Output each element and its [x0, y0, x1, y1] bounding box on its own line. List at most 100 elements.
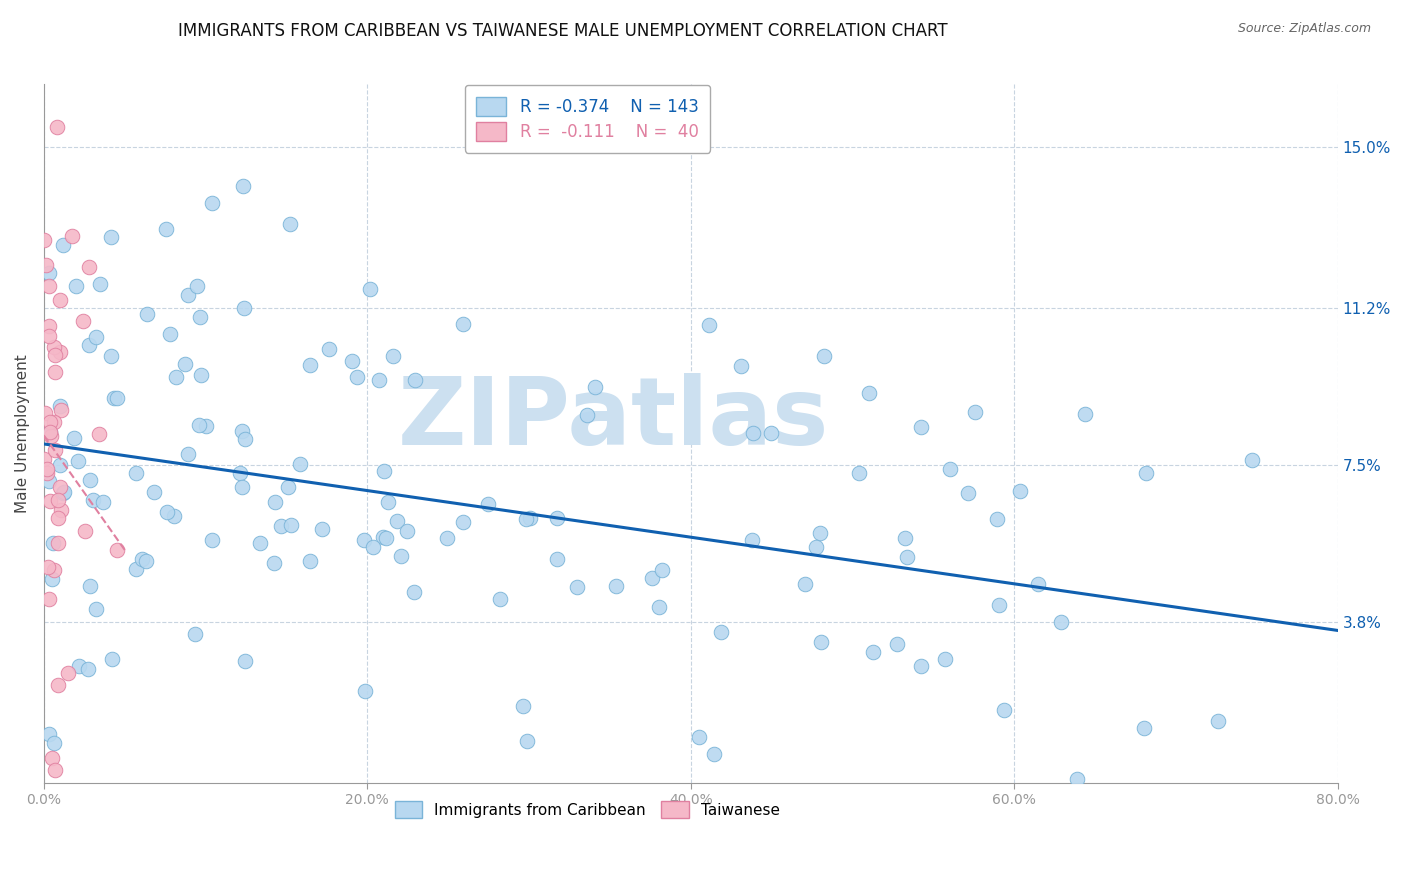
Point	[353, 533, 375, 548]
Point	[155, 222, 177, 236]
Point	[515, 512, 537, 526]
Point	[710, 624, 733, 639]
Point	[1050, 615, 1073, 630]
Point	[249, 536, 271, 550]
Point	[49, 502, 72, 516]
Point	[100, 349, 122, 363]
Point	[232, 178, 254, 193]
Point	[38, 425, 60, 440]
Point	[163, 508, 186, 523]
Point	[173, 357, 195, 371]
Point	[52, 486, 75, 500]
Point	[451, 515, 474, 529]
Text: IMMIGRANTS FROM CARIBBEAN VS TAIWANESE MALE UNEMPLOYMENT CORRELATION CHART: IMMIGRANTS FROM CARIBBEAN VS TAIWANESE M…	[177, 22, 948, 40]
Point	[373, 464, 395, 478]
Point	[38, 727, 60, 741]
Point	[810, 635, 832, 649]
Point	[38, 592, 60, 607]
Point	[910, 659, 932, 673]
Point	[1026, 577, 1049, 591]
Point	[730, 359, 752, 373]
Point	[38, 266, 60, 280]
Point	[38, 279, 60, 293]
Point	[858, 386, 880, 401]
Text: ZIPatlas: ZIPatlas	[398, 374, 830, 466]
Point	[177, 447, 200, 461]
Point	[605, 579, 627, 593]
Point	[39, 429, 62, 443]
Point	[703, 747, 725, 761]
Point	[159, 327, 181, 342]
Point	[44, 415, 66, 429]
Point	[49, 458, 72, 472]
Point	[34, 233, 56, 247]
Point	[49, 293, 72, 307]
Point	[156, 505, 179, 519]
Point	[58, 666, 80, 681]
Point	[44, 365, 66, 379]
Point	[49, 402, 72, 417]
Point	[42, 535, 65, 549]
Point	[1066, 772, 1088, 786]
Point	[742, 425, 765, 440]
Point	[862, 645, 884, 659]
Point	[229, 467, 252, 481]
Point	[165, 369, 187, 384]
Point	[263, 556, 285, 570]
Point	[233, 301, 256, 315]
Point	[699, 318, 721, 332]
Point	[79, 579, 101, 593]
Point	[188, 310, 211, 324]
Point	[277, 480, 299, 494]
Point	[177, 287, 200, 301]
Point	[477, 497, 499, 511]
Point	[105, 543, 128, 558]
Point	[288, 457, 311, 471]
Point	[939, 462, 962, 476]
Point	[451, 318, 474, 332]
Point	[583, 380, 606, 394]
Point	[1132, 721, 1154, 735]
Point	[910, 420, 932, 434]
Point	[1208, 714, 1230, 729]
Point	[77, 260, 100, 274]
Point	[84, 602, 107, 616]
Point	[82, 492, 104, 507]
Point	[565, 580, 588, 594]
Point	[489, 591, 512, 606]
Point	[142, 485, 165, 500]
Text: Source: ZipAtlas.com: Source: ZipAtlas.com	[1237, 22, 1371, 36]
Point	[65, 279, 87, 293]
Point	[52, 485, 75, 500]
Point	[993, 703, 1015, 717]
Point	[359, 282, 381, 296]
Point	[988, 599, 1011, 613]
Point	[125, 466, 148, 480]
Point	[194, 418, 217, 433]
Point	[340, 353, 363, 368]
Point	[233, 654, 256, 668]
Point	[886, 637, 908, 651]
Point	[77, 662, 100, 676]
Point	[389, 549, 412, 563]
Point	[298, 554, 321, 568]
Point	[125, 562, 148, 576]
Point	[1135, 466, 1157, 480]
Point	[382, 349, 405, 363]
Point	[986, 511, 1008, 525]
Point	[404, 373, 426, 387]
Point	[48, 493, 70, 508]
Legend: Immigrants from Caribbean, Taiwanese: Immigrants from Caribbean, Taiwanese	[388, 795, 786, 824]
Point	[103, 391, 125, 405]
Point	[651, 563, 673, 577]
Point	[48, 511, 70, 525]
Point	[44, 348, 66, 362]
Point	[46, 535, 69, 549]
Point	[741, 533, 763, 548]
Point	[35, 258, 58, 272]
Point	[1240, 453, 1263, 467]
Point	[135, 308, 157, 322]
Point	[546, 552, 568, 566]
Point	[89, 277, 111, 292]
Point	[93, 495, 115, 509]
